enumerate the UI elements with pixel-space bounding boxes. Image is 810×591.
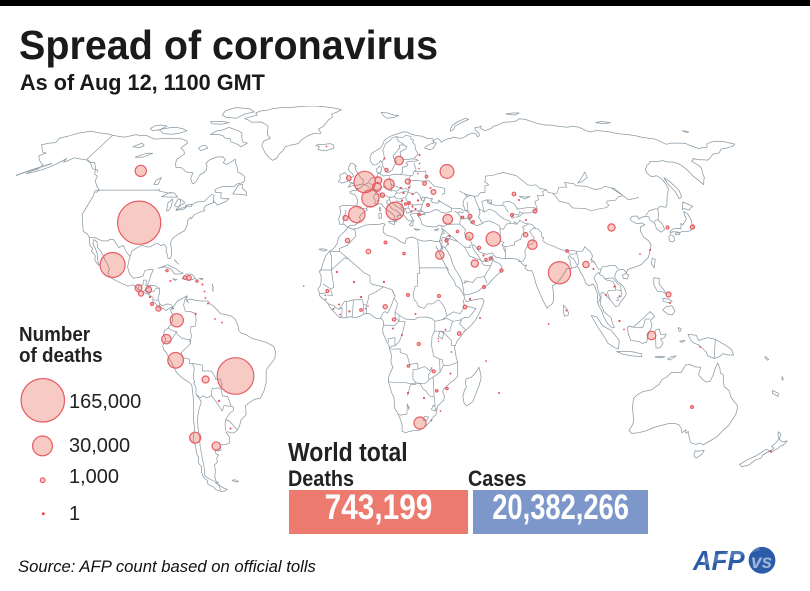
svg-text:vs: vs bbox=[751, 552, 772, 573]
